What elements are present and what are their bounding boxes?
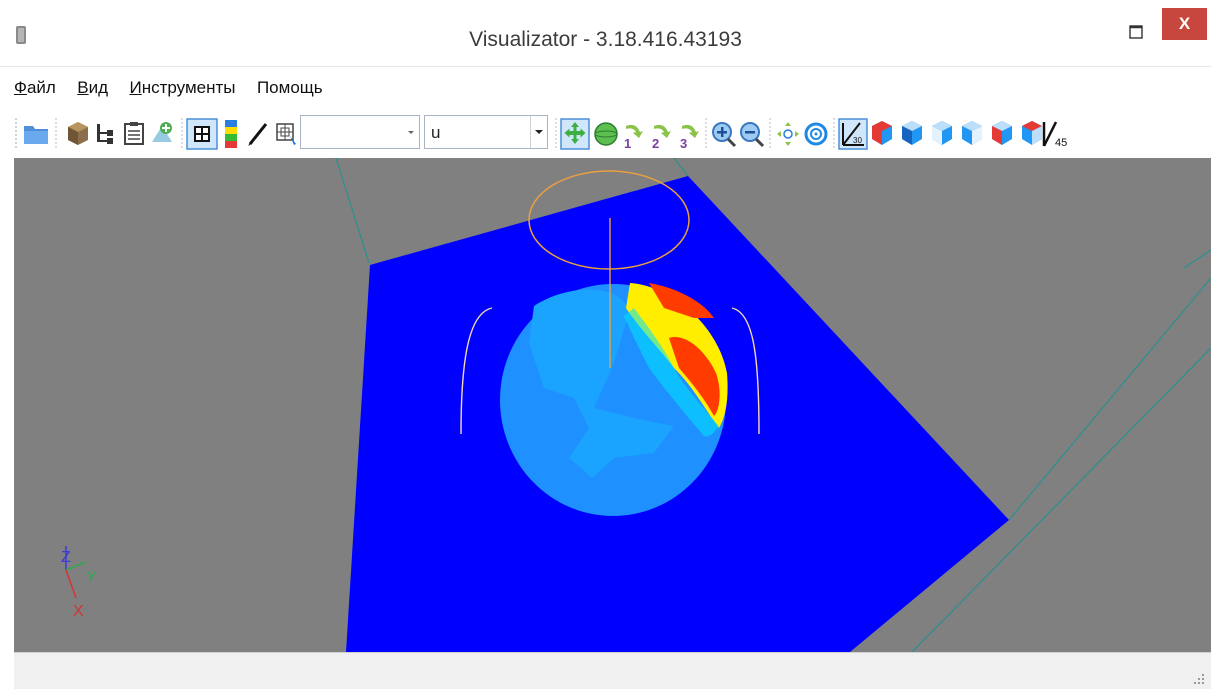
bbox-edge	[911, 347, 1211, 652]
separator	[55, 118, 57, 148]
target-icon[interactable]	[802, 116, 830, 150]
view-45-icon[interactable]: 45	[1040, 116, 1070, 150]
orbit-ring[interactable]	[528, 170, 690, 270]
toolbar-grip	[15, 118, 17, 148]
separator	[181, 118, 183, 148]
zoom-in-icon[interactable]	[710, 116, 738, 150]
rotate-1-icon[interactable]: 1	[620, 116, 648, 150]
svg-text:45: 45	[1055, 137, 1067, 149]
toolbar: u 1 2 3	[12, 110, 1211, 158]
svg-text:1: 1	[624, 136, 631, 150]
rotate-2-icon[interactable]: 2	[648, 116, 676, 150]
clipboard-icon[interactable]	[120, 116, 148, 150]
menu-file[interactable]: Файл	[14, 78, 56, 97]
colorbar-icon[interactable]	[222, 116, 240, 150]
svg-text:2: 2	[652, 136, 659, 150]
window-title: Visualizator - 3.18.416.43193	[469, 28, 742, 51]
orbit-arc-left[interactable]	[460, 307, 493, 435]
axis-z-label: Z	[61, 549, 71, 566]
separator	[833, 118, 835, 148]
view-30-icon[interactable]: 30	[838, 116, 868, 150]
app-icon	[16, 26, 26, 44]
cube-view-icons[interactable]	[870, 116, 1066, 150]
bbox-edge	[1008, 277, 1211, 521]
separator	[769, 118, 771, 148]
gear-icon[interactable]	[148, 116, 176, 150]
cube-select-icon[interactable]	[272, 116, 300, 150]
menu-view[interactable]: Вид	[77, 78, 109, 97]
zoom-out-icon[interactable]	[738, 116, 766, 150]
status-bar	[14, 652, 1211, 689]
separator	[555, 118, 557, 148]
axis-x-label: X	[73, 603, 84, 620]
folder-icon[interactable]	[22, 116, 50, 150]
chevron-down-icon	[408, 131, 414, 134]
menu-bar: Файл Вид Инструменты Помощь	[14, 78, 340, 106]
field-combo[interactable]: u	[424, 115, 548, 149]
chevron-down-icon	[530, 116, 543, 148]
bbox-edge	[1183, 249, 1211, 269]
menu-help[interactable]: Помощь	[256, 78, 323, 97]
fit-icon[interactable]	[774, 116, 802, 150]
hot-region-red	[649, 283, 714, 318]
grid-icon[interactable]	[186, 116, 218, 150]
menu-tools[interactable]: Инструменты	[129, 78, 236, 97]
sphere-icon[interactable]	[592, 116, 620, 150]
close-button[interactable]: X	[1162, 8, 1207, 40]
disk-highlight-region	[529, 289, 674, 478]
hot-region-red	[669, 337, 720, 416]
move-icon[interactable]	[560, 116, 590, 150]
tree-icon[interactable]	[92, 116, 120, 150]
separator	[705, 118, 707, 148]
hot-region-cyan	[624, 308, 719, 437]
title-bar: Visualizator - 3.18.416.43193 X	[0, 0, 1211, 67]
axis-y-label: Y	[86, 569, 97, 586]
box-icon[interactable]	[64, 116, 92, 150]
3d-viewport[interactable]: Z Y X	[14, 158, 1211, 652]
pencil-icon[interactable]	[244, 116, 272, 150]
svg-text:30: 30	[853, 136, 862, 145]
axis-triad: Z Y X	[61, 546, 97, 620]
maximize-icon[interactable]	[1116, 14, 1156, 50]
rotate-3-icon[interactable]: 3	[676, 116, 704, 150]
resize-grip-icon[interactable]	[1191, 671, 1205, 685]
orbit-arc-right[interactable]	[731, 307, 760, 435]
bbox-edge	[673, 158, 689, 177]
scale-combo[interactable]	[300, 115, 420, 149]
bbox-edge	[335, 158, 370, 264]
scene[interactable]: Z Y X	[14, 158, 1211, 652]
svg-text:3: 3	[680, 136, 687, 150]
